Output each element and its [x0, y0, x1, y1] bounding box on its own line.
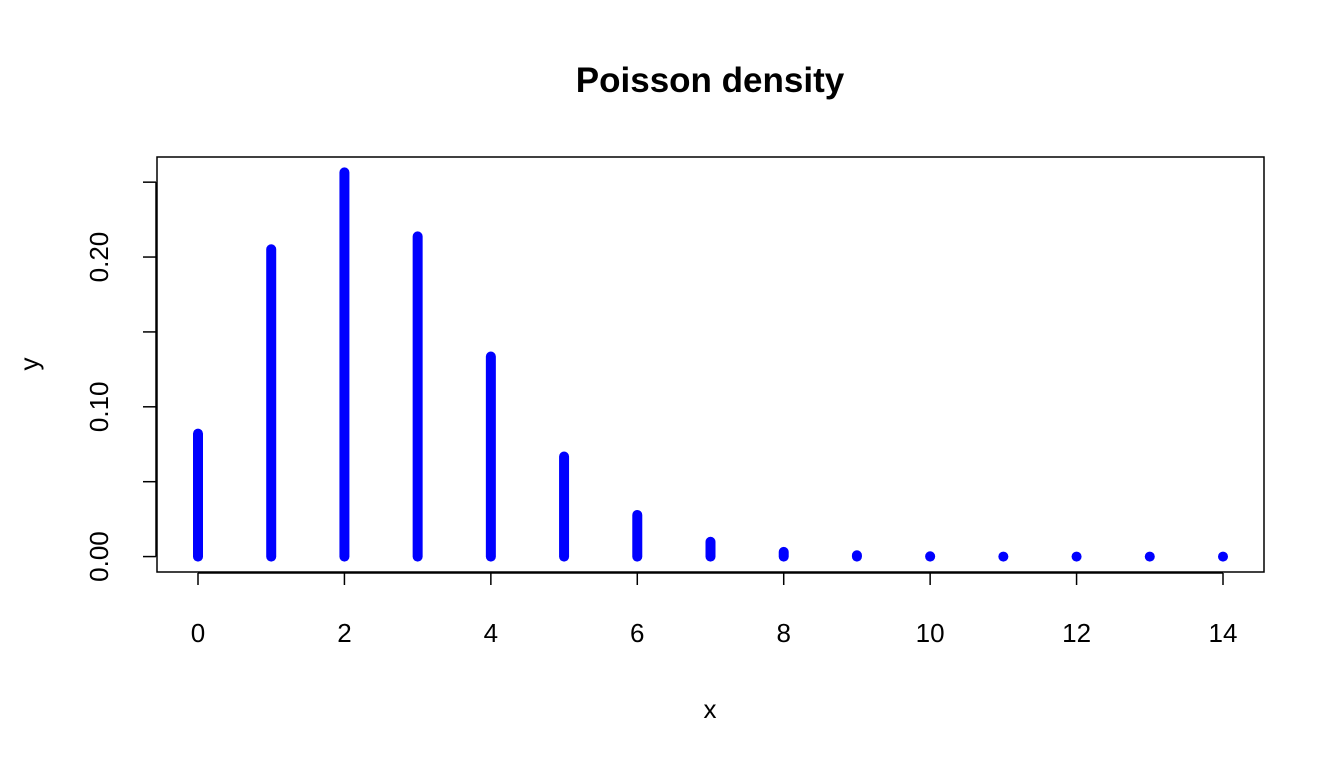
x-axis-label: x	[704, 694, 717, 724]
x-tick-label: 8	[776, 618, 790, 648]
data-series	[193, 167, 1228, 562]
chart-title: Poisson density	[576, 61, 845, 100]
y-tick-label: 0.00	[84, 531, 114, 582]
x-tick-label: 4	[484, 618, 498, 648]
y-axis: 0.00 0.10 0.20	[84, 181, 157, 582]
y-axis-label: y	[14, 358, 44, 371]
x-axis: 0 2 4 6 8 10 12 14	[191, 572, 1238, 648]
x-tick-label: 14	[1209, 618, 1238, 648]
y-tick-label: 0.20	[84, 232, 114, 283]
x-tick-label: 2	[337, 618, 351, 648]
y-tick-label: 0.10	[84, 382, 114, 433]
x-tick-label: 0	[191, 618, 205, 648]
x-tick-label: 12	[1062, 618, 1091, 648]
plot-frame	[156, 156, 1265, 573]
x-tick-label: 10	[916, 618, 945, 648]
x-tick-label: 6	[630, 618, 644, 648]
